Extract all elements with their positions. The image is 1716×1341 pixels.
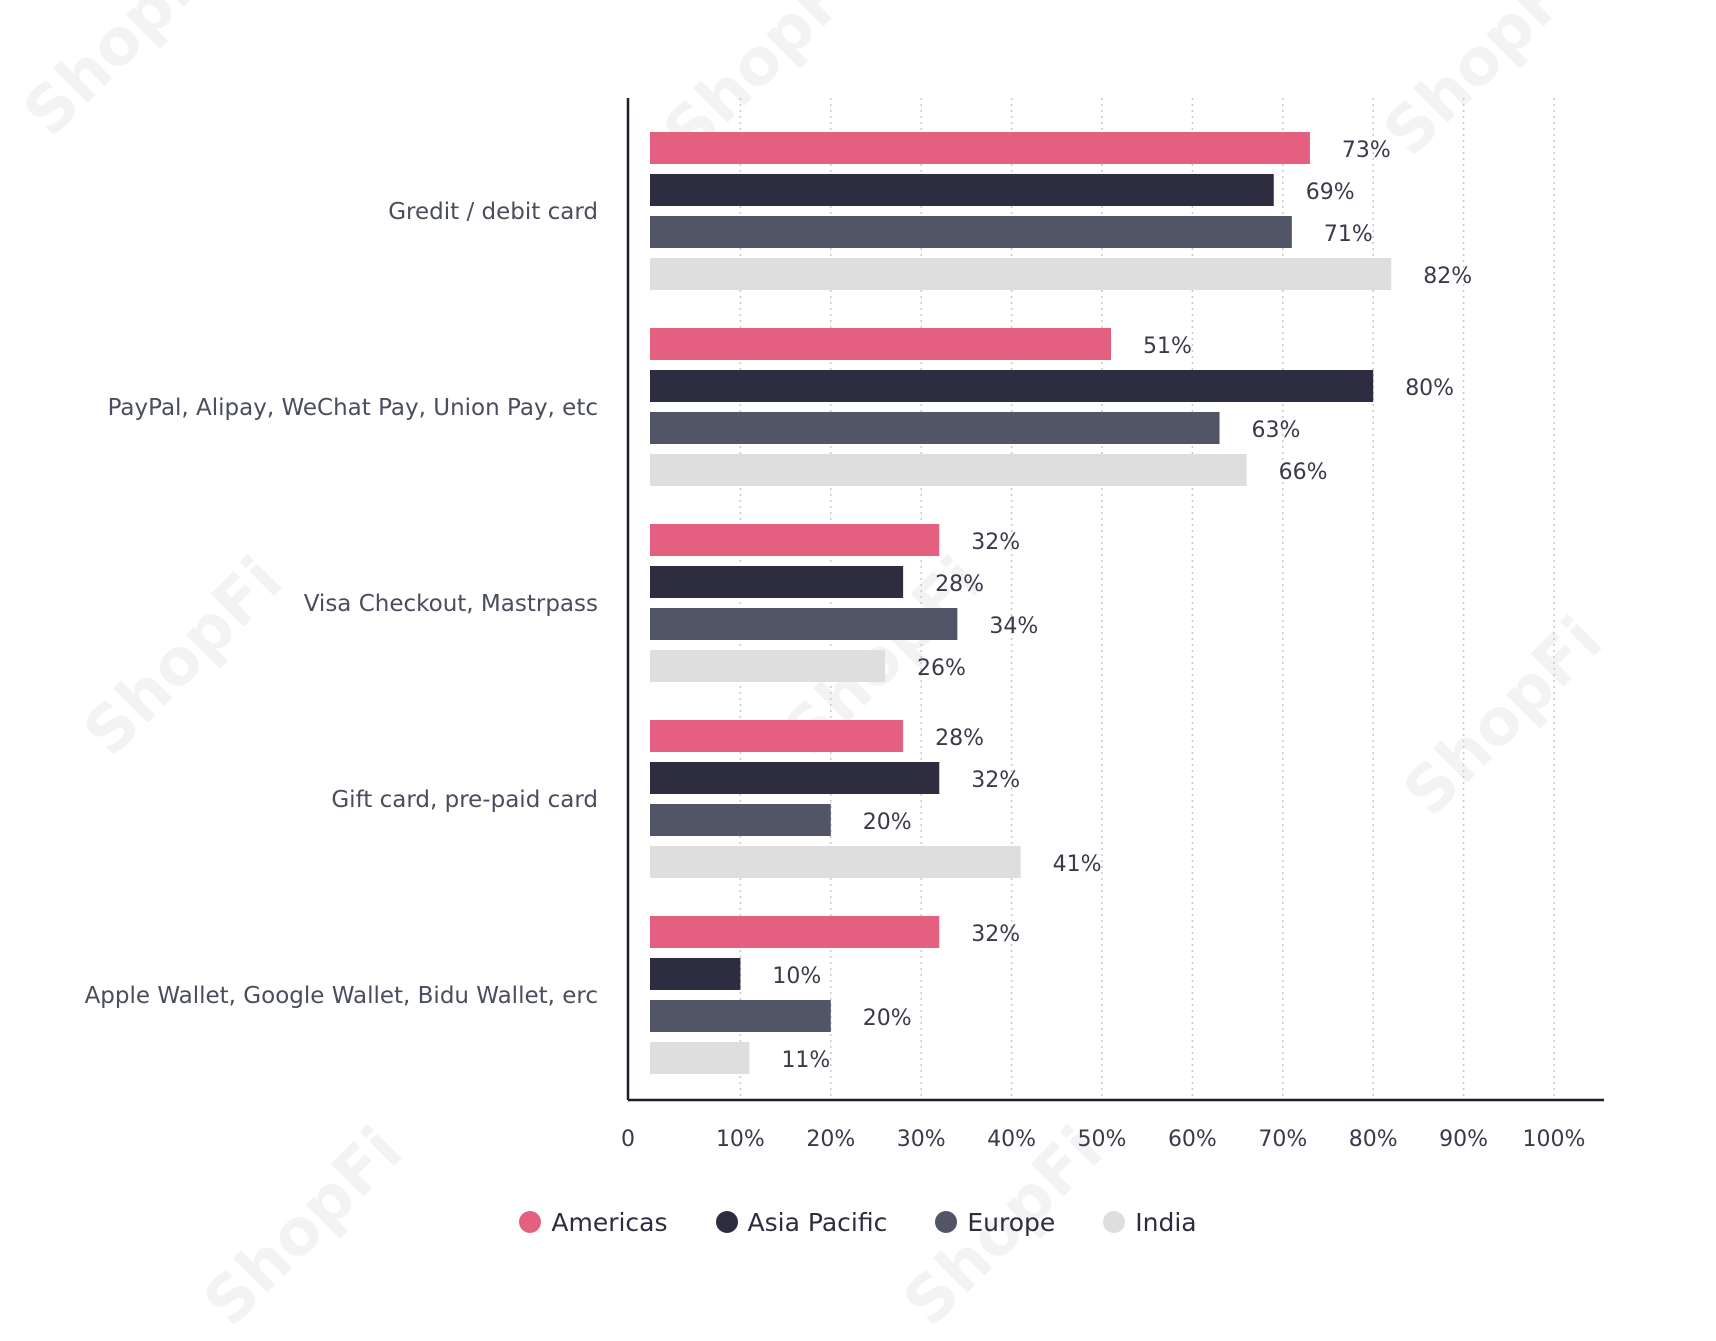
legend-item: Americas [519,1207,668,1237]
legend: Americas Asia Pacific Europe India [0,1200,1716,1244]
bar [650,916,940,948]
data-label: 34% [989,614,1038,639]
data-label: 11% [781,1048,830,1073]
x-tick-label: 0 [621,1127,635,1152]
data-label: 41% [1053,852,1102,877]
bar [650,650,886,682]
bar [650,958,741,990]
data-label: 82% [1423,264,1472,289]
legend-item: India [1103,1207,1197,1237]
legend-label: India [1135,1207,1197,1237]
legend-label: Europe [967,1207,1056,1237]
legend-item: Asia Pacific [715,1207,888,1237]
data-label: 73% [1342,138,1391,163]
legend-item: Europe [935,1208,1055,1237]
x-tick-label: 20% [806,1127,855,1152]
legend-label: Asia Pacific [747,1207,888,1237]
bar-chart: 73% 69% 71% 82% Gredit / debit card 51% 80% 63%… [85,98,1604,1152]
data-label: 71% [1324,222,1373,247]
bar [650,804,831,836]
data-label: 20% [863,1006,912,1031]
legend-swatch [519,1211,542,1233]
data-label: 20% [863,810,912,835]
bar [650,412,1220,444]
category-label: Visa Checkout, Mastrpass [304,591,598,617]
x-tick-label: 30% [897,1127,946,1152]
x-tick-label: 10% [716,1127,765,1152]
x-tick-label: 90% [1439,1127,1488,1152]
bar [650,132,1310,164]
x-tick-label: 40% [987,1127,1036,1152]
bar [650,1042,750,1074]
category-label: PayPal, Alipay, WeChat Pay, Union Pay, e… [108,395,598,421]
x-tick-label: 60% [1168,1127,1217,1152]
legend-swatch [715,1211,738,1233]
bar [650,216,1292,248]
bar [650,454,1247,486]
legend-swatch [935,1211,958,1233]
data-label: 66% [1279,460,1328,485]
bar [650,1000,831,1032]
data-label: 63% [1252,418,1301,443]
x-tick-label: 80% [1349,1127,1398,1152]
data-label: 32% [971,768,1020,793]
data-label: 32% [971,530,1020,555]
data-label: 51% [1143,334,1192,359]
category-label: Apple Wallet, Google Wallet, Bidu Wallet… [85,983,598,1009]
bar [650,608,958,640]
x-tick-label: 50% [1078,1127,1127,1152]
bar [650,846,1021,878]
data-label: 28% [935,726,984,751]
bar [650,720,904,752]
category-label: Gift card, pre-paid card [331,787,598,813]
data-label: 69% [1306,180,1355,205]
bar [650,762,940,794]
x-tick-label: 100% [1523,1127,1586,1152]
category-label: Gredit / debit card [388,199,598,225]
bar [650,566,904,598]
x-tick-label: 70% [1258,1127,1307,1152]
bar [650,328,1112,360]
bar [650,258,1392,290]
data-label: 28% [935,572,984,597]
bar [650,524,940,556]
legend-swatch [1103,1211,1126,1233]
data-label: 80% [1405,376,1454,401]
bar [650,370,1374,402]
bar [650,174,1274,206]
data-label: 32% [971,922,1020,947]
legend-label: Americas [551,1207,668,1237]
data-label: 26% [917,656,966,681]
data-label: 10% [772,964,821,989]
